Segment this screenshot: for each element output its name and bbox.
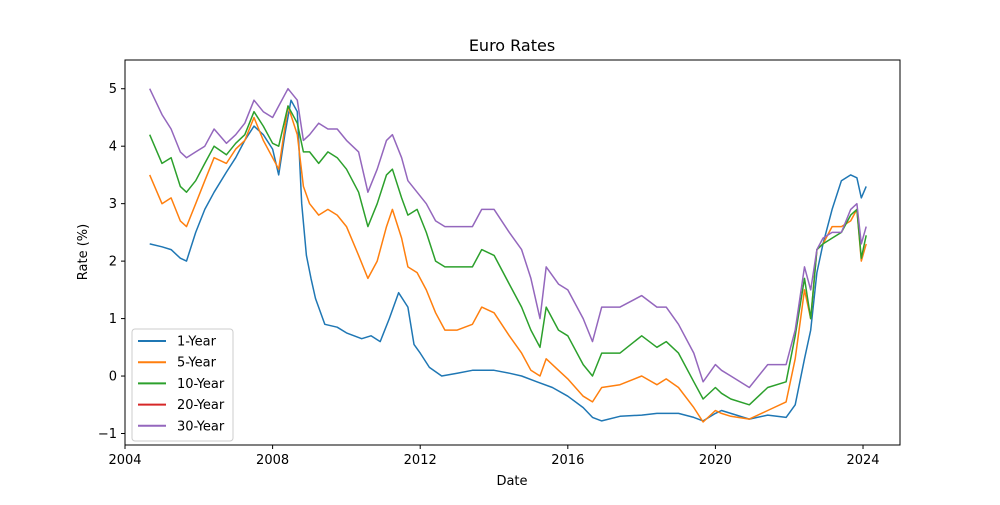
y-axis-ticks: −1 0 1 2 3 4 5 [98, 82, 125, 442]
legend-box [131, 328, 234, 442]
legend-label-10-year: 10-Year [177, 377, 225, 392]
chart-title: Euro Rates [469, 36, 555, 55]
y-tick-label: −1 [98, 427, 117, 442]
y-tick-label: 4 [109, 140, 117, 155]
y-axis-label: Rate (%) [76, 224, 91, 280]
series-layer [149, 87, 867, 423]
legend-label-20-year: 20-Year [177, 398, 225, 413]
legend-label-30-year: 30-Year [177, 419, 225, 434]
series-line-1-year [149, 99, 867, 422]
x-tick-label: 2016 [551, 453, 584, 468]
series-line-5-year [149, 105, 867, 423]
x-axis-label: Date [496, 474, 527, 489]
legend-label-5-year: 5-Year [177, 356, 217, 371]
x-axis-ticks: 2004 2008 2012 2016 2020 2024 [108, 445, 880, 468]
x-tick-label: 2004 [108, 453, 141, 468]
plot-frame [124, 59, 901, 446]
y-tick-label: 3 [109, 197, 117, 212]
x-tick-label: 2012 [404, 453, 437, 468]
series-line-30-year [149, 87, 867, 389]
legend-label-1-year: 1-Year [177, 335, 217, 350]
y-tick-label: 1 [109, 312, 117, 327]
x-tick-label: 2008 [256, 453, 289, 468]
x-tick-label: 2020 [699, 453, 732, 468]
legend: 1-Year 5-Year 10-Year 20-Year 30-Year [131, 328, 234, 442]
series-line-10-year [149, 105, 867, 406]
y-tick-label: 0 [109, 370, 117, 385]
y-tick-label: 5 [109, 82, 117, 97]
x-tick-label: 2024 [846, 453, 879, 468]
y-tick-label: 2 [109, 255, 117, 270]
